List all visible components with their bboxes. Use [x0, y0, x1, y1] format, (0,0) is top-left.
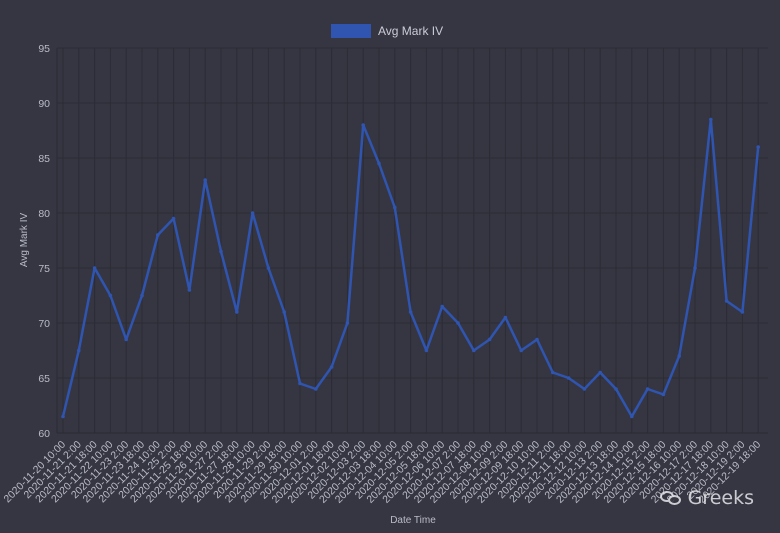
data-point [487, 337, 492, 342]
data-point [724, 299, 729, 303]
data-point [77, 348, 81, 353]
data-point [598, 370, 602, 375]
data-point [393, 205, 397, 210]
data-point [693, 266, 697, 270]
y-tick-label: 95 [38, 43, 50, 55]
data-point [345, 321, 350, 325]
watermark-text: Greeks [687, 487, 754, 509]
y-tick-label: 70 [38, 318, 50, 330]
data-point [314, 387, 318, 391]
data-point [645, 387, 650, 391]
data-point [503, 315, 508, 320]
x-axis-title: Date Time [390, 515, 436, 526]
data-point [219, 249, 223, 254]
legend-swatch [331, 24, 371, 38]
chart-grid [57, 47, 768, 434]
data-point [661, 392, 666, 397]
data-point [108, 293, 113, 298]
data-point [377, 161, 381, 166]
data-point [282, 310, 287, 314]
chart-x-grid [62, 48, 759, 433]
data-point [440, 304, 445, 309]
data-point [156, 233, 160, 237]
legend-label: Avg Mark IV [378, 24, 443, 38]
data-point [361, 123, 366, 127]
data-point [551, 370, 555, 375]
y-tick-label: 90 [38, 98, 50, 110]
data-point [756, 145, 760, 149]
data-point [250, 211, 255, 215]
data-point [677, 354, 681, 358]
data-point [187, 288, 192, 292]
data-point [566, 376, 571, 380]
data-point [630, 414, 634, 419]
watermark: Greeks [659, 487, 754, 509]
data-point [124, 337, 128, 342]
data-point [171, 216, 176, 221]
data-point [424, 348, 429, 353]
data-point [140, 293, 144, 298]
data-point [298, 381, 302, 386]
data-point [519, 348, 523, 353]
data-point [235, 310, 239, 314]
data-point [408, 310, 413, 314]
y-tick-label: 85 [38, 153, 50, 165]
y-tick-label: 80 [38, 208, 50, 220]
y-axis-title: Avg Mark IV [19, 213, 30, 268]
data-point [535, 337, 539, 342]
chart-axes [56, 48, 768, 434]
data-point [266, 266, 271, 270]
y-tick-label: 60 [38, 428, 50, 440]
y-tick-label: 75 [38, 263, 50, 275]
data-point [203, 178, 207, 182]
chart-series [61, 117, 760, 419]
data-point [740, 310, 745, 314]
data-point [61, 414, 65, 419]
chart-legend[interactable]: Avg Mark IV [331, 24, 443, 38]
y-tick-label: 65 [38, 373, 50, 385]
data-point [472, 348, 476, 353]
data-point [614, 387, 618, 391]
wechat-icon [659, 489, 682, 507]
data-point [709, 117, 713, 122]
data-point [456, 321, 460, 325]
data-point [92, 266, 97, 270]
data-point [329, 365, 334, 369]
data-point [582, 387, 587, 391]
y-tick-labels: 60 65 70 75 80 85 90 95 [38, 43, 50, 440]
